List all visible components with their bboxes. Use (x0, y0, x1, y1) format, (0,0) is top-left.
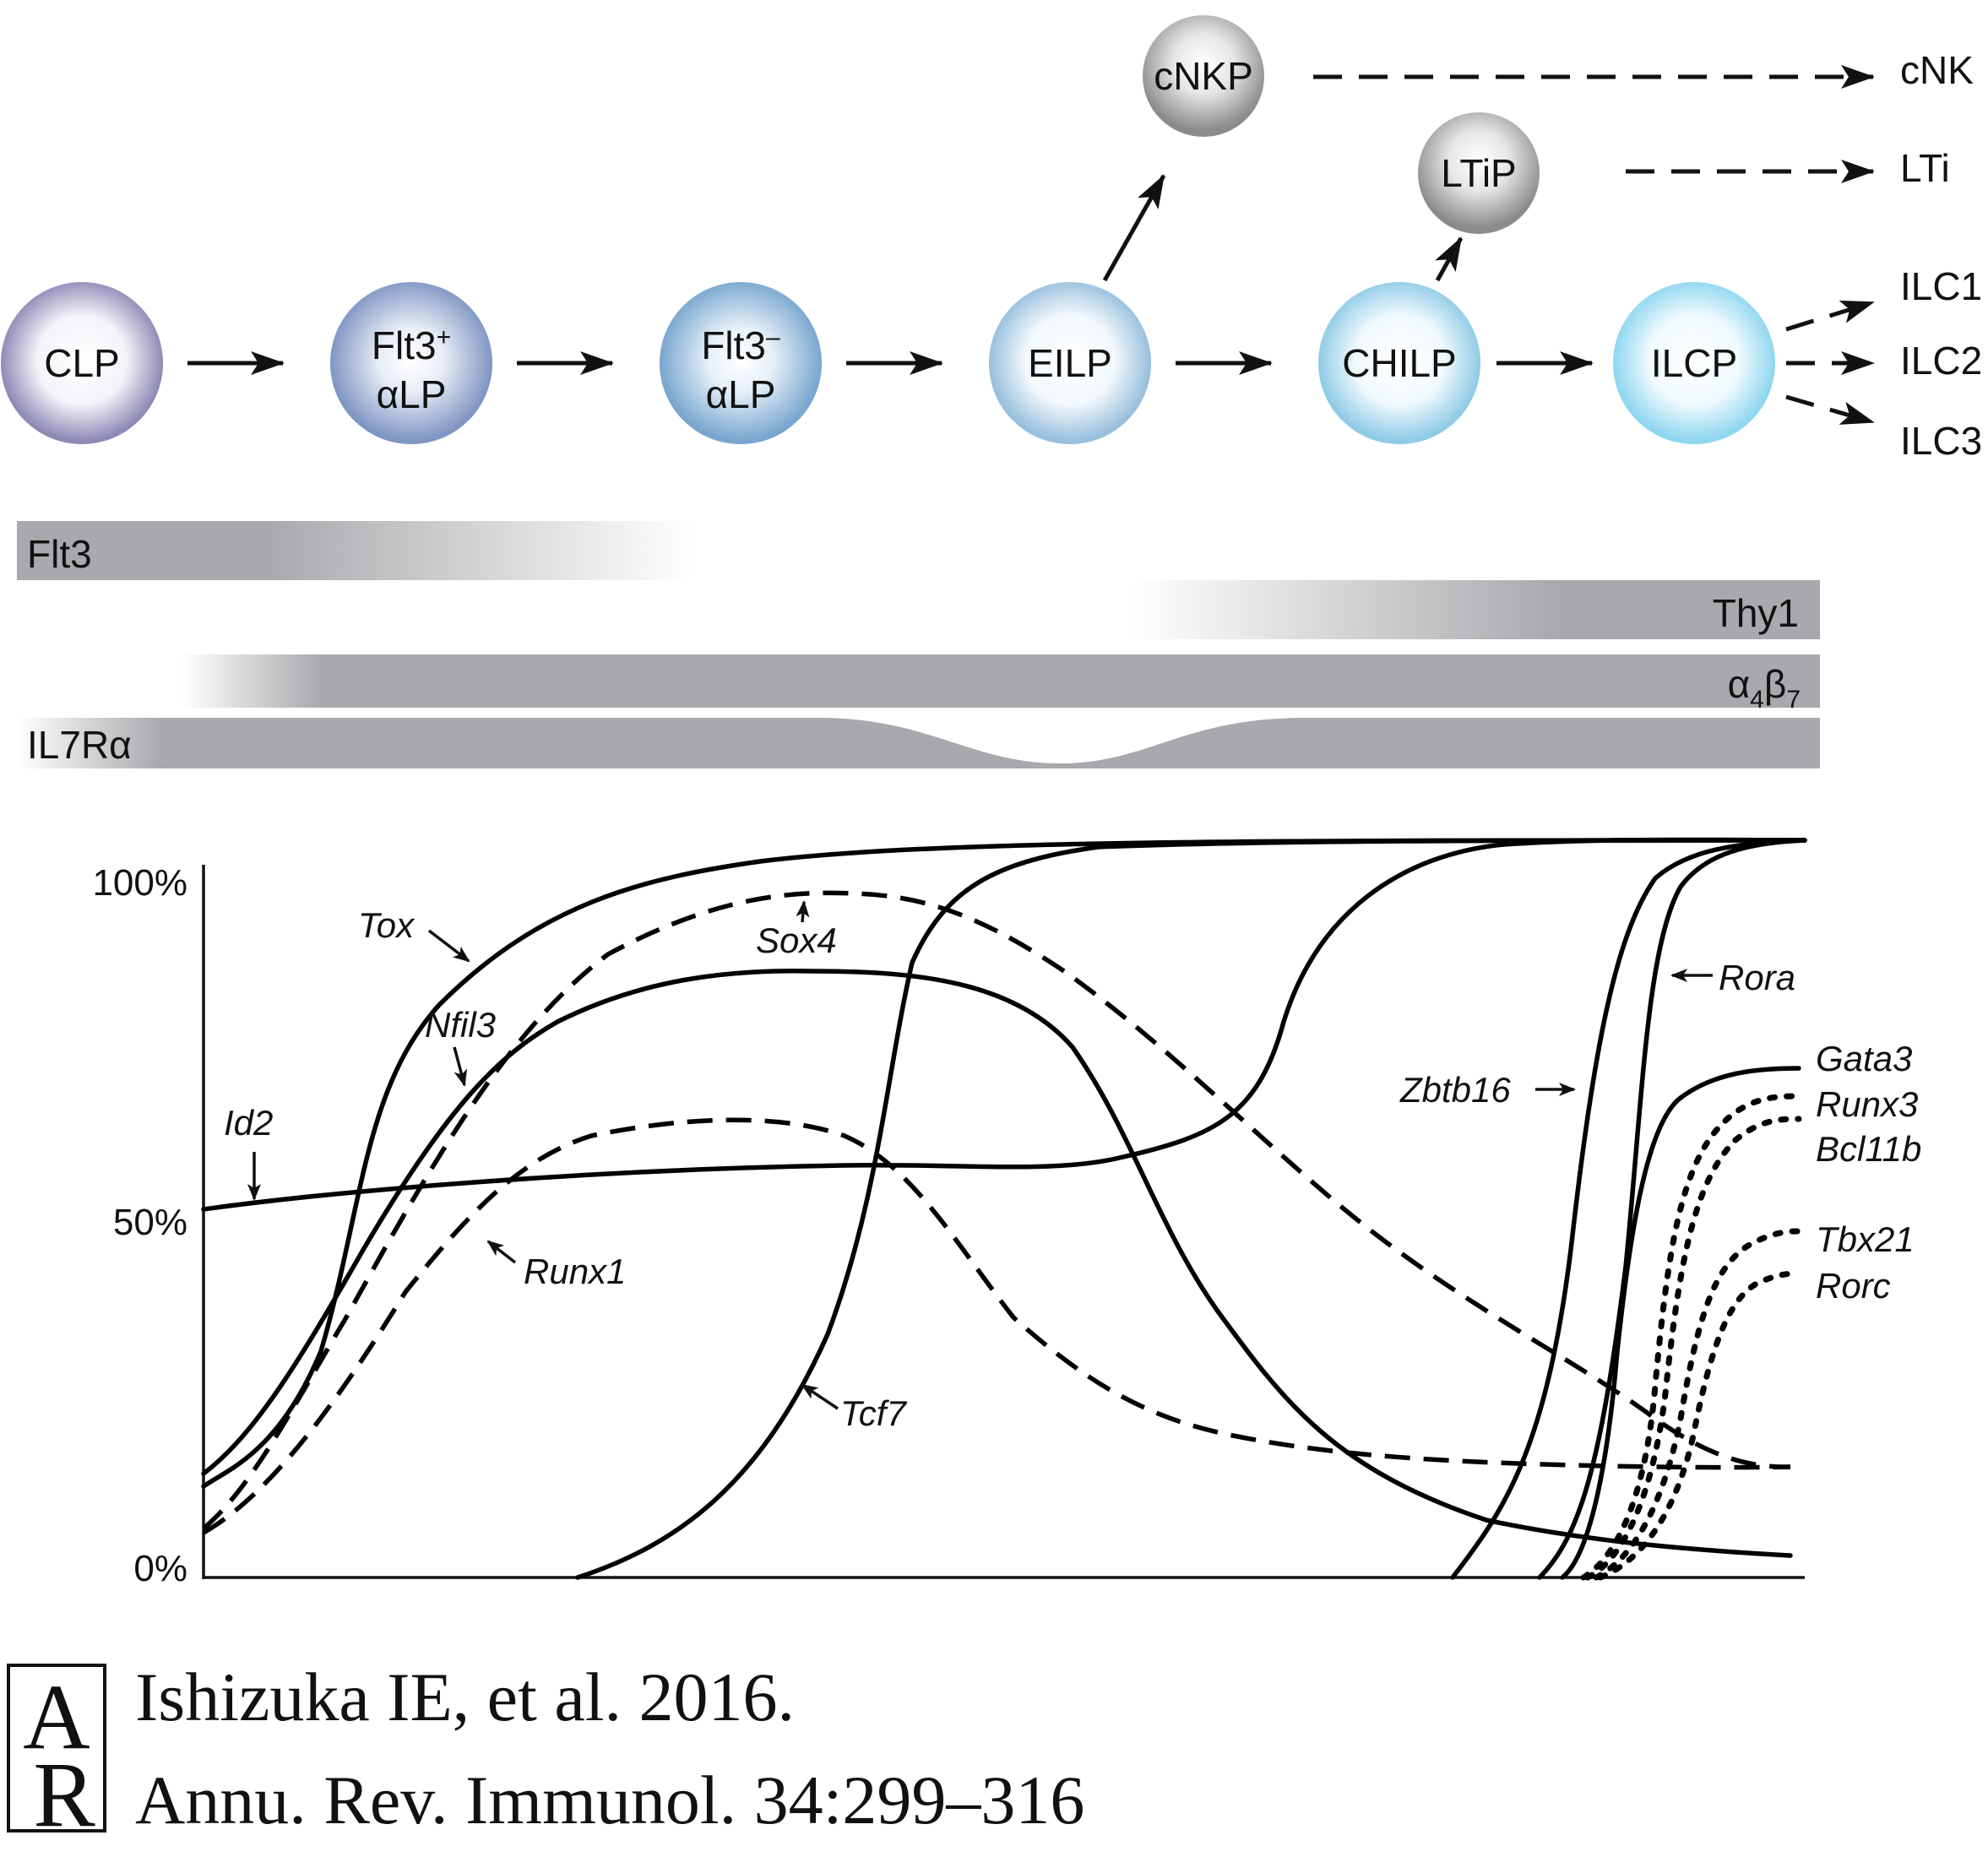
cell-label-flt3neg-alp: αLP (706, 372, 776, 416)
citation-authors: Ishizuka IE, et al. 2016. (135, 1659, 796, 1735)
gene-label-runx3: Runx3 (1816, 1084, 1918, 1124)
gene-label-tbx21: Tbx21 (1816, 1219, 1915, 1259)
curve-tcf7 (575, 838, 1807, 1580)
marker-label-il7ra: IL7Rα (27, 723, 132, 767)
curve-sox4 (202, 890, 1791, 1531)
cell-chilp: CHILP (1318, 282, 1480, 444)
cell-label-cnkp: cNKP (1154, 54, 1253, 98)
marker-bar-thy1 (1132, 580, 1820, 639)
gene-label-tox: Tox (358, 905, 416, 945)
logo-letter-r: R (33, 1743, 95, 1833)
gene-label-sox4: Sox4 (756, 920, 837, 960)
curve-gata3 (1560, 1066, 1801, 1580)
curve-id2 (201, 837, 1807, 1212)
arrow-ilcp-to-ilc3 (1785, 394, 1875, 425)
fate-label-ilc3: ILC3 (1900, 419, 1982, 463)
cell-flt3neg-alp: Flt3– αLP (660, 282, 822, 444)
fate-label-ilc2: ILC2 (1900, 339, 1982, 383)
cell-label-chilp: CHILP (1342, 341, 1456, 385)
arrow-eilp-to-cnkp (1102, 174, 1166, 282)
curve-bcl11b (1584, 1116, 1802, 1581)
cell-flt3pos-alp: Flt3+ αLP (330, 282, 492, 444)
curve-runx3 (1580, 1093, 1802, 1581)
curve-rora (1537, 838, 1807, 1580)
gene-label-rora: Rora (1719, 958, 1795, 997)
fate-label-ilc1: ILC1 (1900, 264, 1982, 308)
curve-tox (201, 838, 1807, 1489)
cell-label-eilp: EILP (1028, 341, 1112, 385)
cell-ilcp: ILCP (1613, 282, 1775, 444)
fate-label-lti: LTi (1900, 146, 1950, 190)
pointer-sox4 (796, 900, 810, 923)
pointer-tox (427, 929, 470, 963)
arrow-chilp-to-ltip (1435, 236, 1464, 282)
cell-label-ilcp: ILCP (1651, 341, 1737, 385)
cell-label-flt3pos-alp: αLP (377, 372, 447, 416)
marker-label-flt3: Flt3 (27, 532, 92, 576)
curve-tbx21 (1593, 1228, 1802, 1581)
lineage-diagram: CLP Flt3+ αLP Flt3– αLP EILP CHILP ILCP … (1, 15, 1982, 463)
gene-label-gata3: Gata3 (1816, 1039, 1912, 1078)
gene-expression-panel: 100% 50% 0% Tox Sox4 Nfil3 Id2 Runx1 Tcf… (92, 837, 1921, 1589)
cell-label-flt3pos: Flt3+ (372, 323, 451, 367)
curve-runx1 (202, 1117, 1791, 1535)
cell-eilp: EILP (989, 282, 1151, 444)
pointer-tcf7 (801, 1383, 839, 1410)
annual-reviews-logo: A R (7, 1664, 106, 1833)
arrow-ilcp-to-ilc1 (1785, 300, 1875, 332)
cell-label-clp: CLP (44, 341, 119, 385)
cell-label-flt3neg: Flt3– (701, 323, 780, 367)
cell-label-ltip: LTiP (1441, 151, 1516, 195)
curve-nfil3 (201, 969, 1793, 1558)
y-tick-label-0: 0% (133, 1548, 187, 1589)
cell-ltip: LTiP (1418, 112, 1540, 234)
gene-label-rorc: Rorc (1816, 1266, 1891, 1306)
gene-label-zbtb16: Zbtb16 (1399, 1070, 1511, 1110)
cell-clp: CLP (1, 282, 163, 444)
citation-journal: Annu. Rev. Immunol. 34:299–316 (135, 1762, 1085, 1838)
marker-bar-a4b7 (182, 654, 1820, 708)
curve-rorc (1597, 1270, 1802, 1581)
pointer-runx1 (486, 1240, 517, 1264)
gene-label-nfil3: Nfil3 (425, 1005, 496, 1045)
gene-label-id2: Id2 (224, 1103, 273, 1143)
y-tick-label-100: 100% (92, 862, 187, 904)
marker-bar-flt3 (17, 521, 693, 580)
gene-label-runx1: Runx1 (524, 1252, 626, 1291)
marker-label-thy1: Thy1 (1713, 591, 1799, 635)
curve-zbtb16 (1450, 838, 1807, 1580)
marker-bar-il7ra (17, 718, 1820, 768)
gene-label-bcl11b: Bcl11b (1816, 1129, 1921, 1169)
marker-label-a4b7: α4β7 (1728, 662, 1801, 714)
surface-marker-bars: Flt3 Thy1 α4β7 IL7Rα (17, 521, 1820, 768)
pointer-nfil3 (453, 1046, 468, 1087)
logo-letter-a: A (23, 1665, 90, 1768)
gene-label-tcf7: Tcf7 (840, 1393, 907, 1433)
cell-cnkp: cNKP (1143, 15, 1264, 137)
fate-label-cnk: cNK (1900, 48, 1974, 92)
y-tick-label-50: 50% (113, 1202, 187, 1243)
